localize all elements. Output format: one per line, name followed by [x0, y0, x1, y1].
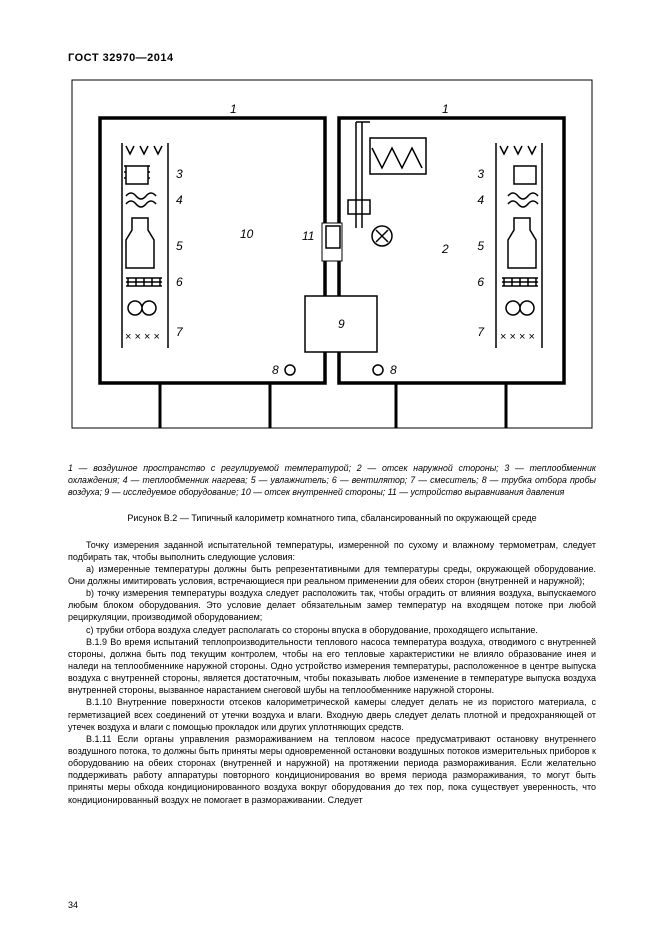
figure-b2: × × × × × × × × — [70, 78, 594, 453]
lbl-4: 4 — [176, 193, 183, 207]
lbl-5: 5 — [176, 239, 183, 253]
para-b19: B.1.9 Во время испытаний теплопроизводит… — [68, 636, 596, 697]
para-intro: Точку измерения заданной испытательной т… — [68, 539, 596, 563]
lbl-2: 2 — [441, 242, 449, 256]
figure-caption: Рисунок В.2 — Типичный калориметр комнат… — [68, 513, 596, 523]
lbl-9: 9 — [338, 317, 345, 331]
lbl-1: 1 — [230, 102, 237, 116]
para-a: a) измеренные температуры должны быть ре… — [68, 563, 596, 587]
lbl-5r: 5 — [477, 239, 484, 253]
body-text: Точку измерения заданной испытательной т… — [68, 539, 596, 806]
svg-text:× × × ×: × × × × — [500, 331, 535, 343]
lbl-4r: 4 — [477, 193, 484, 207]
document-header: ГОСТ 32970—2014 — [68, 52, 596, 64]
lbl-3: 3 — [176, 167, 183, 181]
page: ГОСТ 32970—2014 — [0, 0, 661, 936]
svg-text:× × × ×: × × × × — [125, 331, 160, 343]
lbl-8r: 8 — [390, 363, 397, 377]
para-b110: B.1.10 Внутренние поверхности отсеков ка… — [68, 696, 596, 732]
content-area: ГОСТ 32970—2014 — [68, 52, 596, 806]
lbl-8: 8 — [272, 363, 279, 377]
para-b111: B.1.11 Если органы управления разморажив… — [68, 733, 596, 806]
lbl-11: 11 — [302, 229, 314, 243]
diagram-svg: × × × × × × × × — [70, 78, 594, 453]
page-number: 34 — [68, 900, 78, 910]
lbl-10: 10 — [240, 227, 254, 241]
lbl-3r: 3 — [477, 167, 484, 181]
lbl-6: 6 — [176, 275, 183, 289]
lbl-6r: 6 — [477, 275, 484, 289]
para-c: c) трубки отбора воздуха следует распола… — [68, 624, 596, 636]
para-b: b) точку измерения температуры воздуха с… — [68, 587, 596, 623]
figure-legend: 1 — воздушное пространство с регулируемо… — [68, 463, 596, 499]
lbl-1b: 1 — [442, 102, 449, 116]
